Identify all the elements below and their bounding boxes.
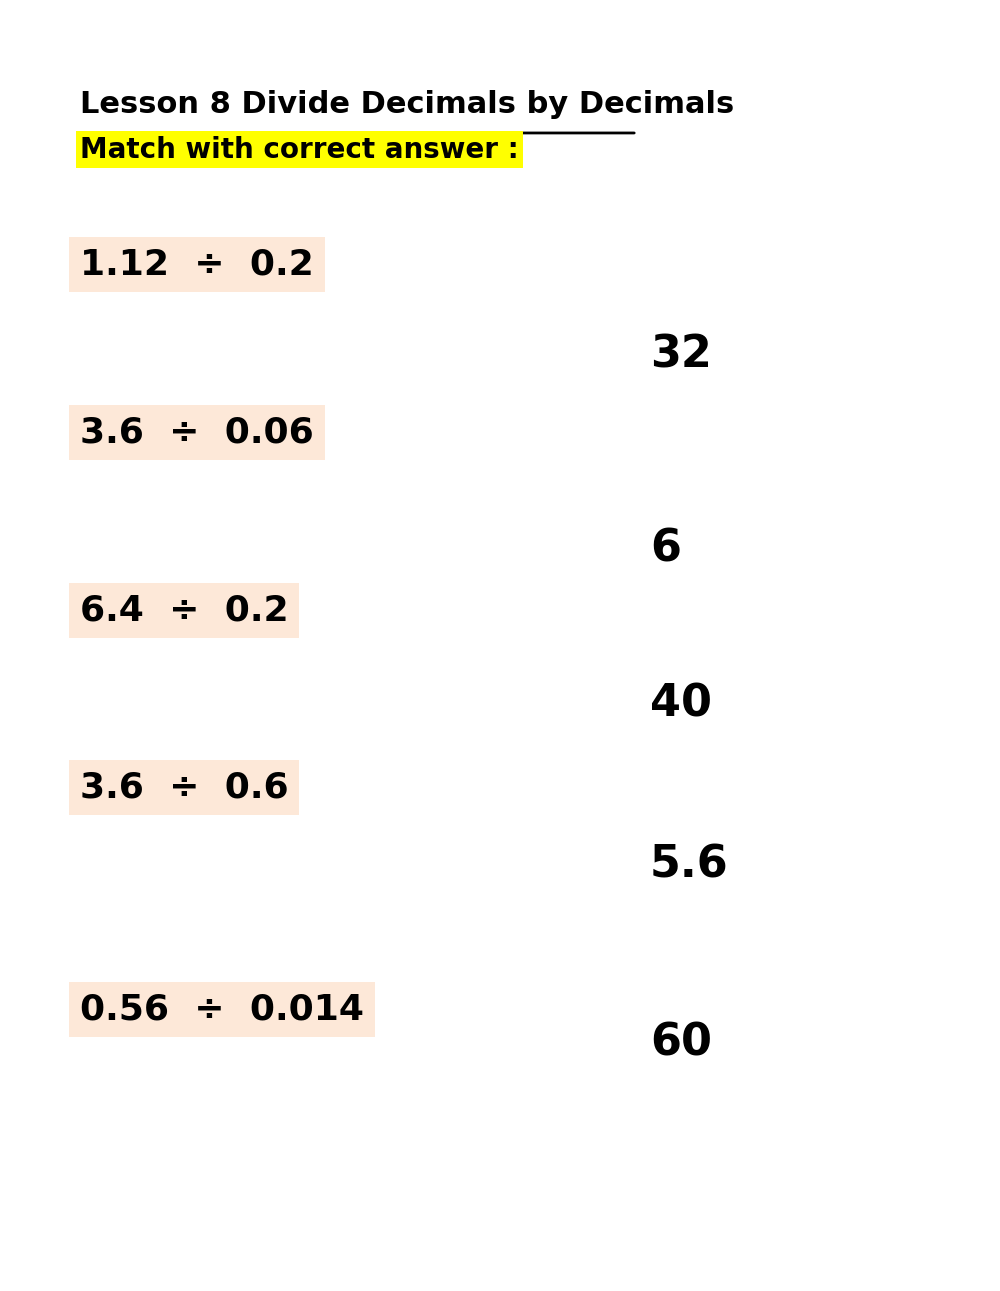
Text: Match with correct answer :: Match with correct answer :: [80, 136, 519, 164]
Text: 60: 60: [650, 1021, 712, 1065]
Text: 6: 6: [650, 527, 681, 571]
Text: 1.12  ÷  0.2: 1.12 ÷ 0.2: [80, 248, 314, 281]
Text: 0.56  ÷  0.014: 0.56 ÷ 0.014: [80, 993, 364, 1026]
Text: 32: 32: [650, 333, 712, 377]
Text: 5.6: 5.6: [650, 843, 729, 887]
Text: 6.4  ÷  0.2: 6.4 ÷ 0.2: [80, 594, 289, 627]
Text: 40: 40: [650, 682, 712, 726]
Text: 3.6  ÷  0.06: 3.6 ÷ 0.06: [80, 416, 314, 449]
Text: Lesson 8 Divide Decimals by Decimals: Lesson 8 Divide Decimals by Decimals: [80, 90, 734, 119]
Text: 3.6  ÷  0.6: 3.6 ÷ 0.6: [80, 771, 289, 804]
